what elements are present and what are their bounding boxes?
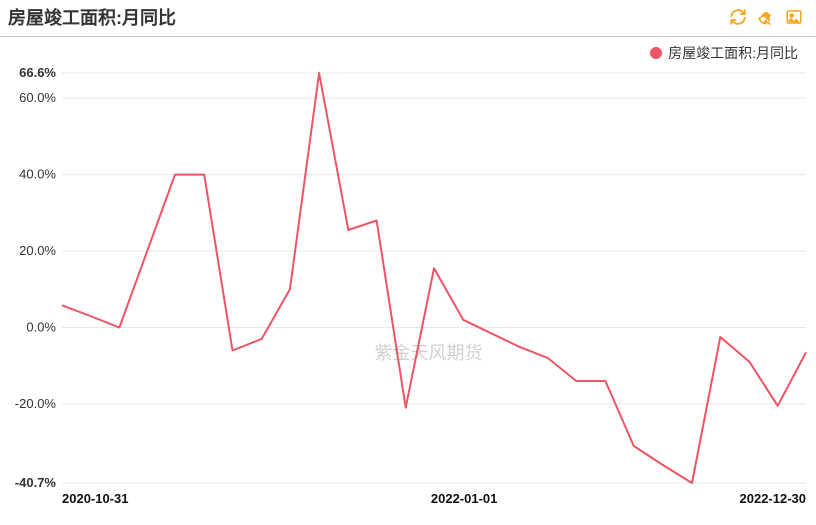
chart-legend: 房屋竣工面积:月同比: [0, 37, 816, 65]
svg-text:60.0%: 60.0%: [19, 90, 56, 105]
chart-title: 房屋竣工面积:月同比: [8, 4, 176, 30]
legend-marker: [650, 47, 662, 59]
svg-text:66.6%: 66.6%: [19, 65, 56, 80]
refresh-icon[interactable]: [728, 7, 748, 27]
svg-text:2022-12-30: 2022-12-30: [740, 491, 807, 506]
chart-plot-area: -40.7% -20.0% 0.0% 20.0% 40.0% 60.0% 66.6% 2020…: [0, 65, 816, 525]
svg-text:0.0%: 0.0%: [26, 319, 56, 334]
legend-label: 房屋竣工面积:月同比: [668, 43, 798, 63]
chart-svg: -40.7% -20.0% 0.0% 20.0% 40.0% 60.0% 66.6% 2020…: [0, 65, 816, 513]
svg-text:-40.7%: -40.7%: [15, 475, 57, 490]
svg-text:2020-10-31: 2020-10-31: [62, 491, 129, 506]
share-icon[interactable]: [756, 7, 776, 27]
svg-text:20.0%: 20.0%: [19, 243, 56, 258]
svg-text:40.0%: 40.0%: [19, 167, 56, 182]
chart-container: 房屋竣工面积:月同比 房屋竣工面积:月同比 -40.7% -20.0% 0.0% 20…: [0, 0, 816, 525]
image-icon[interactable]: [784, 7, 804, 27]
chart-header: 房屋竣工面积:月同比: [0, 0, 816, 37]
svg-text:2022-01-01: 2022-01-01: [431, 491, 498, 506]
chart-toolbar: [728, 7, 804, 27]
svg-text:-20.0%: -20.0%: [15, 396, 57, 411]
